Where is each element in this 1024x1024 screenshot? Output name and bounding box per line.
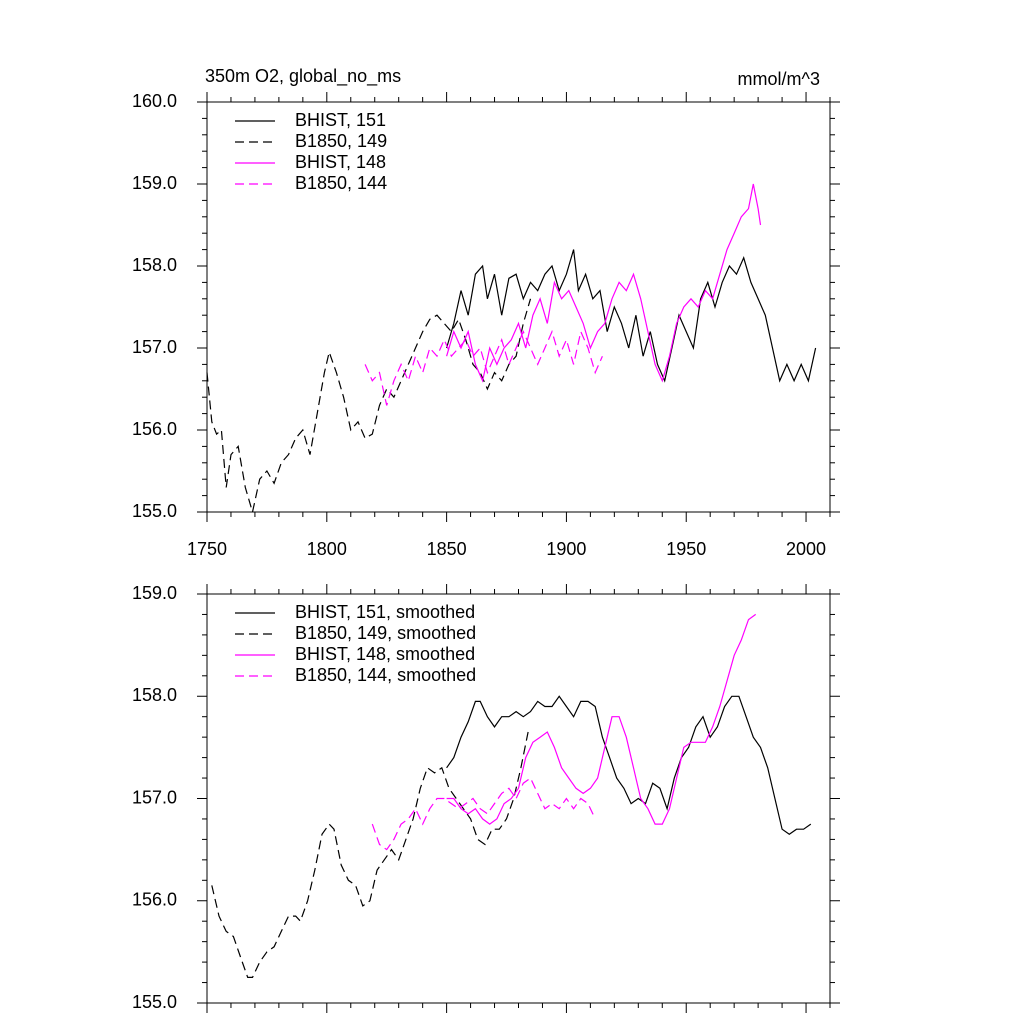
legend-label: BHIST, 148 [295,152,386,172]
x-tick-label: 1900 [546,539,586,559]
series-line [446,249,817,383]
y-tick-label: 158.0 [132,255,177,275]
y-tick-label: 160.0 [132,91,177,111]
legend-label: BHIST, 151 [295,110,386,130]
y-tick-label: 157.0 [132,787,177,807]
y-tick-label: 155.0 [132,992,177,1012]
y-tick-label: 159.0 [132,583,177,603]
series-line [371,777,596,851]
x-tick-label: 2000 [786,539,826,559]
series-line [206,298,532,513]
x-tick-label: 1850 [427,539,467,559]
series-line [446,183,762,383]
x-tick-label: 1750 [187,539,227,559]
legend-label: B1850, 144 [295,173,387,193]
legend-label: B1850, 149, smoothed [295,623,476,643]
series-line [364,329,603,406]
series-line [446,695,812,836]
series-line [211,731,529,978]
units-label: mmol/m^3 [738,69,820,89]
legend-label: BHIST, 151, smoothed [295,602,475,622]
x-tick-label: 1800 [307,539,347,559]
y-tick-label: 156.0 [132,890,177,910]
chart-title: 350m O2, global_no_ms [205,66,401,87]
y-tick-label: 159.0 [132,173,177,193]
y-tick-label: 157.0 [132,337,177,357]
legend-label: B1850, 149 [295,131,387,151]
series-line [446,613,757,825]
legend-label: B1850, 144, smoothed [295,665,476,685]
y-tick-label: 158.0 [132,685,177,705]
x-tick-label: 1950 [666,539,706,559]
legend-label: BHIST, 148, smoothed [295,644,475,664]
y-tick-label: 156.0 [132,419,177,439]
y-tick-label: 155.0 [132,501,177,521]
